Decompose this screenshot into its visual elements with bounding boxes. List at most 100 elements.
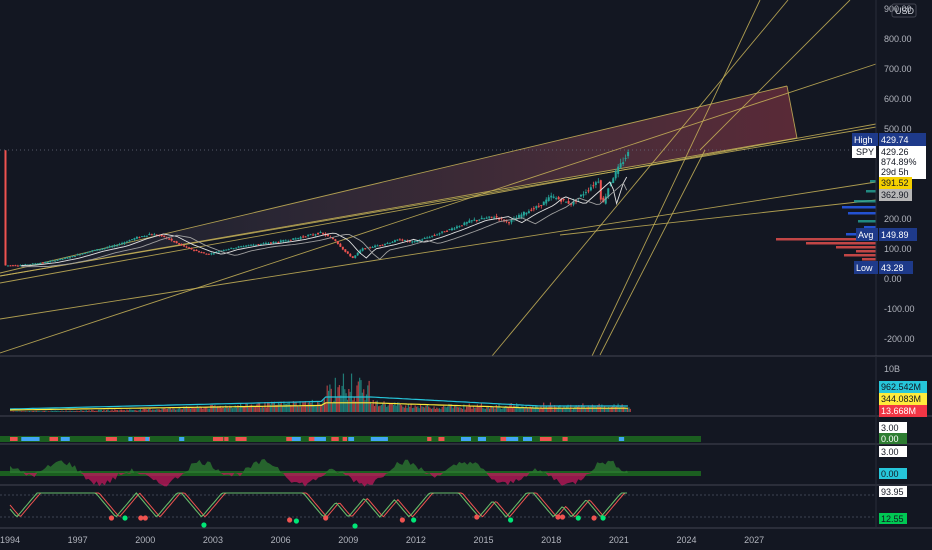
candle-body: [510, 219, 513, 223]
ind2-value-1-box: [879, 446, 907, 457]
time-axis[interactable]: 1994 1997 2000 2003 2006 2009 2012 2015 2018 2021…: [0, 535, 764, 545]
candle-body: [150, 234, 153, 236]
volume-profile-bar: [848, 212, 876, 215]
volume-bar: [154, 409, 156, 412]
candle-body: [56, 259, 59, 261]
volume-bar: [272, 402, 274, 412]
volume-bar: [291, 405, 293, 412]
candle-body: [155, 234, 158, 236]
volume-bar: [245, 402, 247, 412]
volume-bar: [152, 409, 154, 412]
candle-body: [339, 243, 342, 247]
candle-body: [455, 226, 458, 229]
candle-body: [584, 192, 587, 194]
candle-body: [282, 240, 285, 242]
x-tick-label: 2009: [338, 535, 358, 545]
candle-body: [126, 241, 129, 243]
volume-bar: [295, 401, 297, 412]
volume-profile-bar: [836, 246, 876, 249]
volume-bar: [486, 407, 488, 412]
volume-bar: [521, 405, 523, 412]
signal-dot: [600, 515, 606, 521]
candle-body: [475, 220, 478, 222]
volume-bar: [317, 401, 319, 412]
volume-bar: [620, 406, 622, 412]
volume-bar: [290, 405, 292, 412]
x-tick-label: 2021: [609, 535, 629, 545]
candle-body: [210, 253, 213, 255]
volume-bar: [261, 406, 263, 412]
volume-bar: [73, 410, 75, 412]
indicator-strip-segment: [506, 437, 519, 441]
candle-body: [128, 240, 131, 242]
volume-bar: [127, 410, 129, 412]
candle-body: [135, 236, 138, 239]
indicator-pane-3[interactable]: 93.95 12.55: [0, 486, 907, 529]
trendlines[interactable]: [0, 0, 877, 357]
signal-dot: [591, 515, 597, 521]
volume-bar: [138, 409, 140, 412]
volume-axis-label: 10B: [884, 364, 900, 374]
main-price-pane[interactable]: [0, 0, 877, 357]
x-tick-label: 1997: [68, 535, 88, 545]
indicator-pane-2[interactable]: 3.00 0.00: [0, 446, 907, 487]
volume-bar: [252, 405, 254, 412]
indicator-strip-segment: [477, 437, 486, 441]
volume-bar: [84, 410, 86, 412]
volume-bar: [392, 404, 395, 412]
indicator-strip-segment: [376, 437, 388, 441]
volume-bar: [120, 409, 123, 412]
volume-bar: [102, 410, 104, 412]
trendline: [0, 63, 877, 354]
x-tick-label: 2018: [541, 535, 561, 545]
signal-dot: [323, 515, 329, 521]
volume-bar: [240, 404, 242, 412]
volume-bar: [79, 411, 81, 412]
volume-bar: [464, 409, 466, 412]
candle-body: [448, 229, 451, 231]
volume-bar: [137, 410, 139, 412]
volume-bar: [536, 405, 538, 412]
volume-bar: [461, 408, 464, 412]
low-value-box: [879, 261, 913, 274]
candle-body: [255, 244, 258, 246]
candle-body: [575, 200, 578, 202]
volume-bar: [456, 406, 458, 412]
ind1-value-2: 0.00: [881, 434, 899, 444]
candle-body: [279, 240, 282, 243]
candle-body: [225, 249, 228, 251]
volume-bar: [472, 406, 474, 412]
volume-bar: [43, 410, 46, 412]
candle-body: [222, 250, 225, 252]
candle-body: [364, 248, 367, 250]
candle-body: [163, 235, 166, 238]
signal-dot: [122, 515, 128, 521]
candle-body: [413, 240, 416, 242]
volume-bar: [184, 407, 186, 412]
candle-body: [446, 230, 449, 232]
volume-bar: [81, 410, 83, 412]
volume-bar: [545, 405, 547, 412]
candle-body: [64, 257, 67, 259]
candle-body: [121, 242, 124, 244]
volume-bar: [237, 405, 239, 412]
candle-body: [133, 238, 136, 240]
price-axis[interactable]: 900.00800.00700.00600.00500.00400.00300.…: [852, 0, 926, 356]
volume-bar: [268, 402, 270, 412]
indicator-strip-segment: [21, 437, 29, 441]
volume-pane[interactable]: 10B 962.542M 344.083M 13.668M: [9, 364, 927, 417]
candle-body: [572, 201, 575, 205]
volume-bar: [625, 408, 627, 412]
volume-bar: [503, 407, 506, 412]
indicator-pane-1[interactable]: 3.00 0.00: [0, 422, 907, 444]
candle-body: [473, 219, 476, 221]
volume-bar: [191, 407, 193, 412]
volume-bar: [547, 407, 549, 412]
indicator-strip-segment: [427, 437, 432, 441]
volume-bar: [419, 404, 422, 412]
volume-bar: [146, 409, 148, 412]
candle-body: [351, 256, 354, 259]
candle-body: [9, 265, 12, 267]
indicator-strip-segment: [179, 437, 185, 441]
